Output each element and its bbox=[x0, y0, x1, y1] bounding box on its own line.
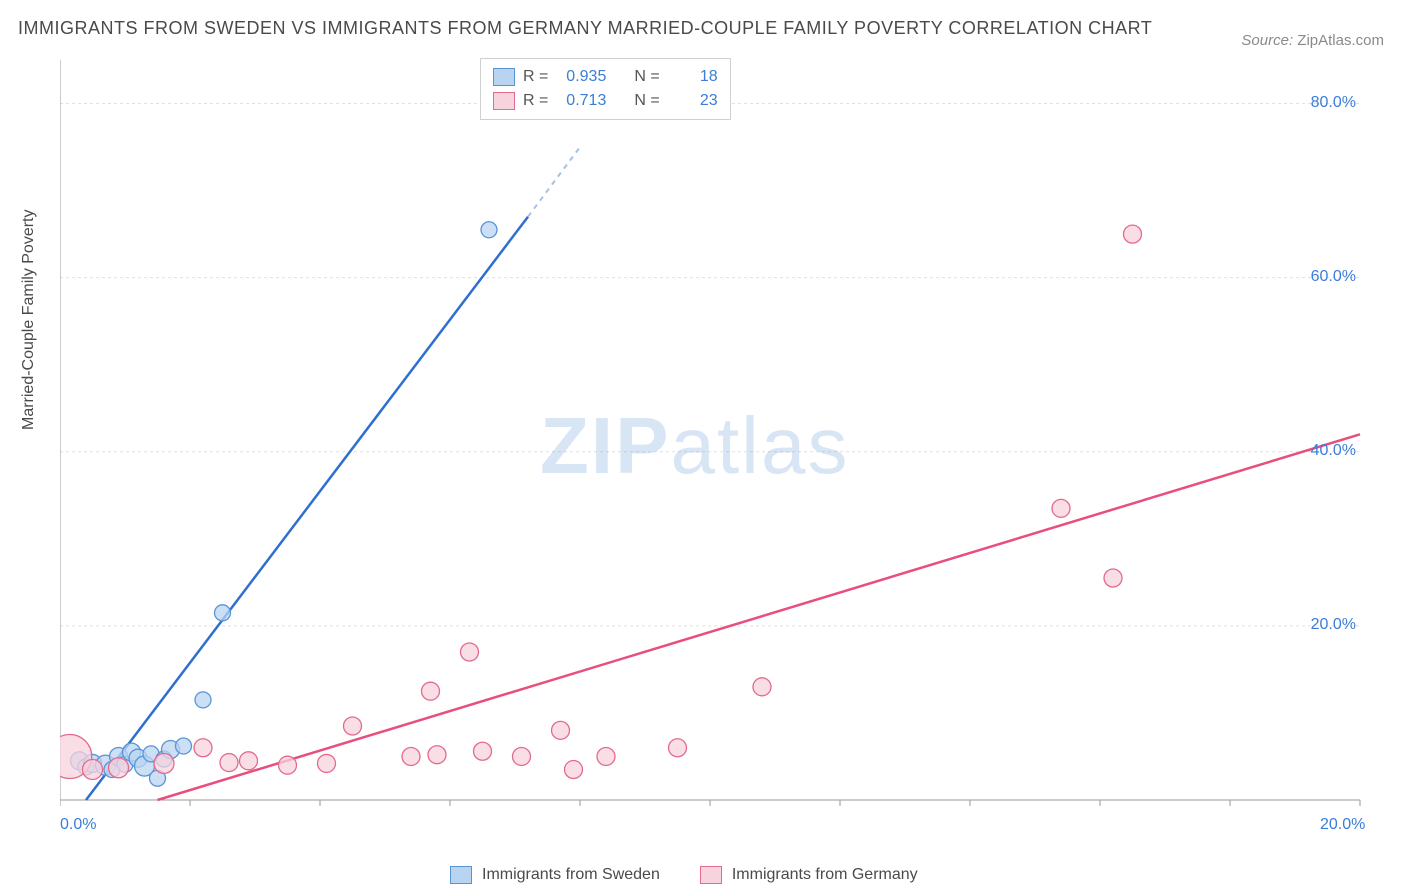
legend-row-sweden: R = 0.935 N = 18 bbox=[493, 65, 718, 89]
legend-row-germany: R = 0.713 N = 23 bbox=[493, 89, 718, 113]
legend-item-sweden: Immigrants from Sweden bbox=[450, 866, 660, 884]
scatter-plot bbox=[60, 60, 1366, 830]
swatch-sweden bbox=[493, 68, 515, 86]
r-label: R = bbox=[523, 68, 548, 86]
y-tick-label: 20.0% bbox=[1311, 616, 1356, 634]
swatch-sweden bbox=[450, 866, 472, 884]
y-axis-label: Married-Couple Family Poverty bbox=[20, 209, 38, 430]
correlation-legend: R = 0.935 N = 18 R = 0.713 N = 23 bbox=[480, 58, 731, 120]
n-value-germany: 23 bbox=[668, 92, 718, 110]
n-value-sweden: 18 bbox=[668, 68, 718, 86]
legend-item-germany: Immigrants from Germany bbox=[700, 866, 918, 884]
swatch-germany bbox=[700, 866, 722, 884]
chart-area: ZIPatlas 20.0%40.0%60.0%80.0% 0.0%20.0% bbox=[60, 60, 1366, 830]
series-label-germany: Immigrants from Germany bbox=[732, 866, 918, 884]
swatch-germany bbox=[493, 92, 515, 110]
y-tick-label: 60.0% bbox=[1311, 268, 1356, 286]
series-label-sweden: Immigrants from Sweden bbox=[482, 866, 660, 884]
series-legend: Immigrants from Sweden Immigrants from G… bbox=[450, 866, 918, 884]
chart-title: IMMIGRANTS FROM SWEDEN VS IMMIGRANTS FRO… bbox=[18, 18, 1152, 39]
x-tick-label: 20.0% bbox=[1320, 816, 1365, 834]
source-label: Source: bbox=[1241, 32, 1293, 49]
source-value: ZipAtlas.com bbox=[1297, 32, 1384, 49]
r-label: R = bbox=[523, 92, 548, 110]
n-label: N = bbox=[634, 68, 659, 86]
r-value-sweden: 0.935 bbox=[556, 68, 606, 86]
n-label: N = bbox=[634, 92, 659, 110]
y-tick-label: 80.0% bbox=[1311, 94, 1356, 112]
y-tick-label: 40.0% bbox=[1311, 442, 1356, 460]
r-value-germany: 0.713 bbox=[556, 92, 606, 110]
source-attribution: Source: ZipAtlas.com bbox=[1241, 32, 1384, 49]
x-tick-label: 0.0% bbox=[60, 816, 96, 834]
